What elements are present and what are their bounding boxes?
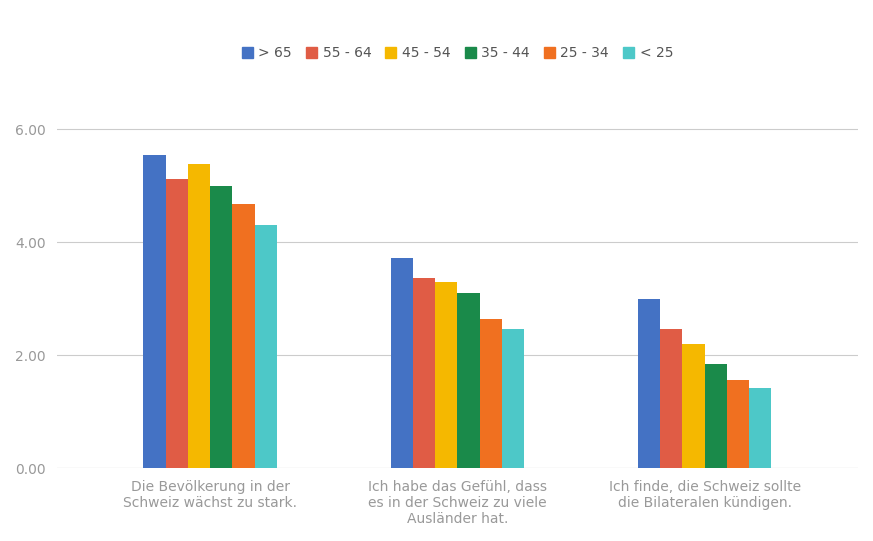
Bar [660, 329, 683, 469]
Bar [255, 225, 277, 469]
Bar [210, 186, 232, 469]
Bar [413, 278, 435, 469]
Bar [683, 344, 705, 469]
Bar [143, 155, 166, 469]
Bar [705, 364, 727, 469]
Bar [188, 164, 210, 469]
Bar [749, 387, 772, 469]
Bar [638, 299, 660, 469]
Bar [435, 282, 457, 469]
Bar [391, 258, 413, 469]
Legend: > 65, 55 - 64, 45 - 54, 35 - 44, 25 - 34, < 25: > 65, 55 - 64, 45 - 54, 35 - 44, 25 - 34… [237, 41, 678, 66]
Bar [232, 204, 255, 469]
Bar [727, 380, 749, 469]
Bar [479, 319, 502, 469]
Bar [166, 179, 188, 469]
Bar [502, 329, 524, 469]
Bar [457, 293, 479, 469]
